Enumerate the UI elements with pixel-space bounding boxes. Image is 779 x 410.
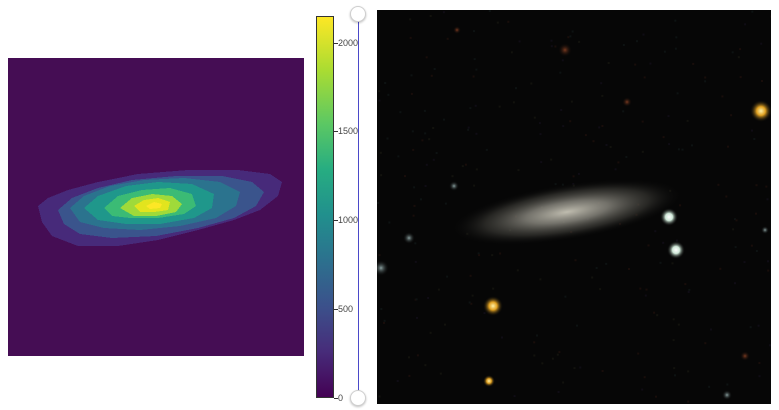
star (761, 226, 769, 234)
range-slider-track[interactable] (358, 14, 359, 398)
range-slider-upper-handle[interactable] (350, 6, 366, 22)
colorbar-tick (334, 309, 338, 310)
star (740, 351, 750, 361)
star (483, 375, 495, 387)
colorbar-tick-label: 1500 (338, 126, 359, 136)
star (558, 43, 572, 57)
star (660, 208, 678, 226)
galaxy-photo (377, 10, 771, 404)
colorbar-tick-label: 500 (338, 304, 354, 314)
colorbar-tick-label: 0 (338, 393, 344, 403)
star (403, 232, 415, 244)
colorbar-tick (334, 43, 338, 44)
colorbar-tick-label: 1000 (338, 215, 359, 225)
star (722, 390, 732, 400)
star (667, 241, 685, 259)
star (377, 260, 389, 276)
colorbar-tick (334, 220, 338, 221)
colorbar-tick-label: 2000 (338, 38, 359, 48)
star (449, 181, 459, 191)
galaxy (450, 178, 684, 246)
star (622, 97, 632, 107)
colorbar-tick (334, 131, 338, 132)
heatmap-peak (146, 202, 162, 209)
heatmap-canvas (38, 170, 282, 246)
colorbar-tick (334, 398, 338, 399)
star (750, 100, 771, 122)
star (453, 26, 461, 34)
galaxy-color-image[interactable] (377, 10, 771, 404)
intensity-heatmap[interactable] (8, 58, 304, 356)
colorbar (316, 16, 334, 398)
range-slider-lower-handle[interactable] (350, 390, 366, 406)
star (483, 296, 503, 316)
